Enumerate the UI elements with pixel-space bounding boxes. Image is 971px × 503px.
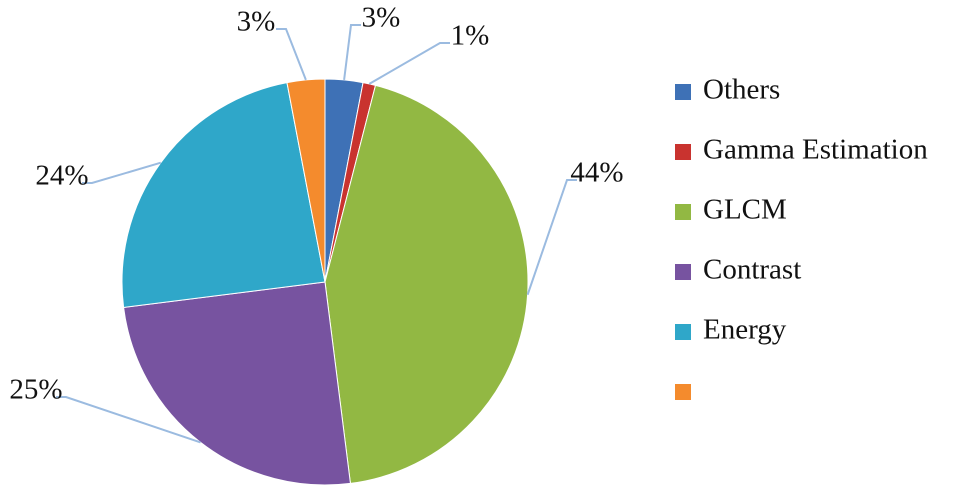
leader-line	[56, 396, 201, 444]
pie-slice	[123, 281, 352, 486]
pie-slice	[286, 78, 326, 283]
legend-label: Gamma Estimation	[703, 134, 928, 166]
data-label: 1%	[451, 20, 490, 52]
data-label: 3%	[362, 2, 401, 34]
leader-line	[368, 42, 450, 85]
data-label: 24%	[35, 160, 88, 192]
legend-label: Energy	[703, 314, 787, 346]
legend-label: Others	[703, 74, 780, 106]
leader-line	[343, 24, 361, 81]
data-label: 3%	[237, 6, 276, 38]
legend-swatch	[675, 324, 691, 340]
legend-swatch	[675, 384, 691, 400]
data-label: 25%	[9, 374, 62, 406]
legend-swatch	[675, 204, 691, 220]
legend-swatch	[675, 264, 691, 280]
leader-line	[276, 28, 307, 81]
pie-slice	[121, 82, 326, 309]
legend-swatch	[675, 144, 691, 160]
legend-label: Contrast	[703, 254, 801, 286]
leader-line	[526, 179, 577, 296]
leader-line	[82, 161, 162, 184]
legend-swatch	[675, 84, 691, 100]
data-label: 44%	[570, 157, 623, 189]
legend-label: GLCM	[703, 194, 787, 226]
